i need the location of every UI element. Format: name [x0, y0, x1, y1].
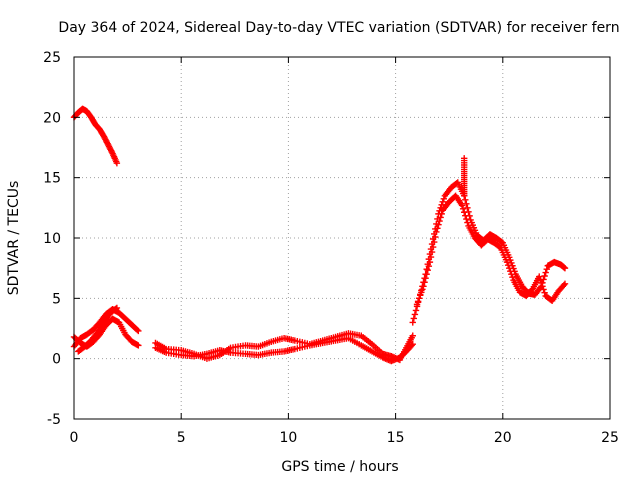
- series-storm-b: [413, 192, 569, 308]
- data-point-plus: [508, 271, 515, 278]
- x-tick-label: 0: [70, 430, 79, 446]
- data-point-plus: [429, 243, 437, 251]
- data-point-plus: [422, 275, 429, 282]
- data-point-plus: [436, 217, 443, 225]
- data-point-plus: [463, 215, 470, 223]
- data-point-plus: [561, 280, 569, 288]
- data-point-plus: [462, 212, 469, 219]
- data-point-plus: [437, 214, 444, 221]
- data-point-plus: [113, 159, 121, 167]
- series-mid-b: [152, 330, 416, 364]
- x-axis-title: GPS time / hours: [281, 459, 398, 475]
- data-point-plus: [409, 319, 416, 326]
- data-point-plus: [463, 200, 470, 208]
- series-spike: [461, 155, 468, 199]
- data-point-plus: [418, 289, 425, 296]
- data-point-plus: [561, 264, 569, 272]
- x-tick-label: 5: [177, 430, 186, 446]
- data-point-plus: [413, 301, 421, 308]
- y-tick-label: 15: [43, 171, 61, 187]
- data-point-plus: [537, 276, 544, 284]
- y-tick-label: 10: [43, 231, 61, 247]
- data-point-plus: [434, 225, 441, 232]
- axis-ticks: 0 5 10 15 20 25 -5 0 5 10 15 20 25: [43, 50, 619, 446]
- data-point-plus: [538, 279, 545, 287]
- data-points: [70, 105, 569, 365]
- data-point-plus: [496, 243, 503, 251]
- data-point-plus: [409, 332, 416, 339]
- x-tick-label: 25: [601, 430, 619, 446]
- data-point-plus: [423, 271, 430, 278]
- data-point-plus: [438, 201, 445, 209]
- data-point-plus: [134, 326, 141, 334]
- data-point-plus: [421, 279, 428, 286]
- data-point-plus: [108, 148, 116, 156]
- data-point-plus: [432, 233, 439, 241]
- data-point-plus: [464, 204, 471, 212]
- y-tick-label: 5: [52, 291, 61, 307]
- x-tick-label: 10: [279, 430, 297, 446]
- data-point-plus: [506, 264, 513, 272]
- data-point-plus: [424, 266, 431, 274]
- data-point-plus: [464, 219, 471, 226]
- data-point-plus: [425, 262, 433, 270]
- data-point-plus: [541, 289, 548, 296]
- data-point-plus: [528, 286, 535, 294]
- data-point-plus: [427, 253, 435, 261]
- data-point-plus: [433, 228, 440, 236]
- y-tick-label: 20: [43, 110, 61, 126]
- x-tick-label: 15: [387, 430, 405, 446]
- data-point-plus: [412, 307, 420, 314]
- data-point-plus: [420, 283, 427, 290]
- data-point-plus: [458, 202, 466, 209]
- data-point-plus: [135, 327, 142, 335]
- data-point-plus: [435, 221, 442, 228]
- data-point-plus: [439, 198, 446, 205]
- data-point-plus: [503, 258, 511, 266]
- data-point-plus: [430, 238, 438, 246]
- data-point-plus: [113, 304, 121, 312]
- data-point-plus: [507, 267, 514, 275]
- grid: [74, 57, 610, 419]
- series-upper-early: [70, 105, 121, 167]
- series-branch-c: [75, 304, 121, 355]
- data-point-plus: [461, 209, 468, 216]
- data-point-plus: [509, 274, 516, 281]
- data-point-plus: [410, 315, 418, 322]
- data-point-plus: [462, 196, 469, 203]
- y-tick-label: 0: [52, 352, 61, 368]
- data-point-plus: [411, 311, 419, 318]
- data-point-plus: [112, 305, 120, 312]
- y-tick-label: 25: [43, 50, 61, 66]
- data-point-plus: [438, 210, 445, 218]
- data-point-plus: [498, 238, 505, 246]
- data-point-plus: [543, 265, 550, 273]
- data-point-plus: [461, 155, 468, 162]
- chart-title: Day 364 of 2024, Sidereal Day-to-day VTE…: [58, 20, 619, 36]
- y-axis-title: SDTVAR / TECUs: [6, 181, 22, 296]
- data-point-plus: [560, 281, 568, 289]
- data-point-plus: [540, 286, 547, 293]
- data-point-plus: [539, 283, 546, 290]
- data-point-plus: [415, 295, 423, 302]
- data-point-plus: [440, 195, 448, 202]
- data-point-plus: [459, 205, 467, 213]
- data-point-plus: [428, 248, 436, 256]
- data-point-plus: [426, 258, 434, 266]
- x-tick-label: 20: [494, 430, 512, 446]
- data-point-plus: [504, 261, 512, 269]
- data-point-plus: [417, 292, 424, 299]
- data-point-plus: [542, 269, 549, 276]
- data-point-plus: [135, 342, 142, 349]
- data-point-plus: [541, 272, 548, 280]
- data-point-plus: [419, 286, 426, 293]
- data-point-plus: [414, 298, 422, 305]
- data-point-plus: [536, 273, 543, 280]
- y-tick-label: -5: [47, 412, 61, 428]
